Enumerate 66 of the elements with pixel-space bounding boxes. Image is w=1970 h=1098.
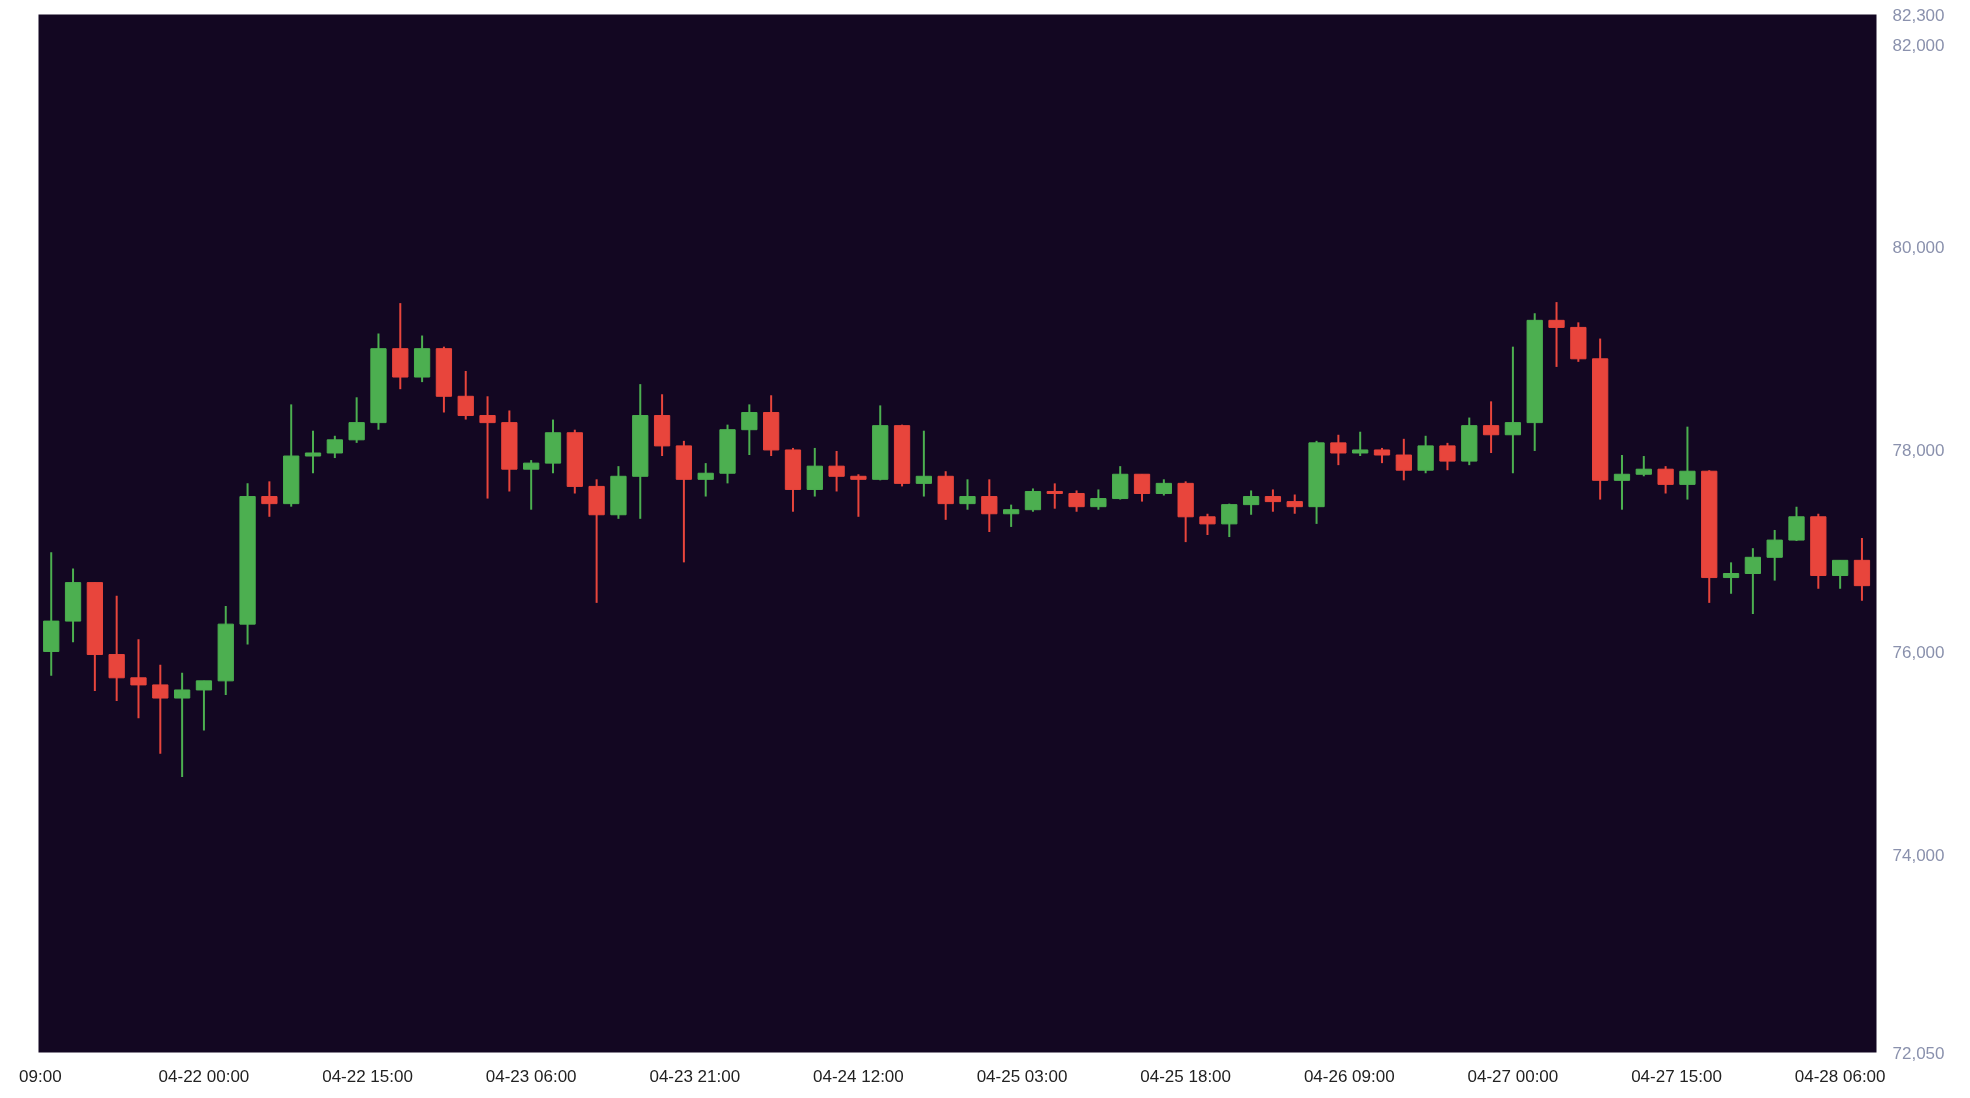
- candlestick: [1133, 473, 1151, 503]
- candlestick: [981, 478, 998, 533]
- y-tick-label: 82,000: [1892, 35, 1945, 55]
- x-tick-label: 04-28 06:00: [1794, 1066, 1886, 1086]
- candlestick: [1613, 454, 1631, 511]
- y-tick-label: 78,000: [1892, 440, 1945, 460]
- candlestick: [1766, 528, 1783, 582]
- y-tick-label: 74,000: [1892, 846, 1945, 866]
- candlestick: [741, 403, 758, 457]
- candlestick: [1242, 489, 1260, 516]
- candlestick: [108, 594, 125, 703]
- candlestick: [173, 671, 191, 779]
- candlestick: [152, 663, 169, 755]
- candlestick: [1024, 487, 1042, 513]
- x-tick-label: 04-22 00:00: [158, 1066, 250, 1086]
- candlestick: [959, 478, 976, 511]
- candlestick: [697, 462, 714, 498]
- candlestick: [1221, 502, 1238, 539]
- candlestick: [523, 459, 540, 511]
- x-tick-label: 04-26 09:00: [1303, 1066, 1395, 1086]
- y-tick-label: 80,000: [1892, 238, 1945, 258]
- candlestick: [1679, 425, 1696, 501]
- candlestick: [1832, 559, 1849, 590]
- candlestick: [1046, 482, 1063, 510]
- candlestick: [1264, 488, 1282, 513]
- x-tick-label: 04-22 15:00: [322, 1066, 413, 1086]
- candlestick: [1395, 437, 1412, 482]
- candlestick: [195, 679, 213, 732]
- y-tick-label: 82,300: [1892, 5, 1945, 25]
- y-tick-label: 72,050: [1892, 1043, 1945, 1063]
- candlestick: [1504, 345, 1522, 475]
- candlestick: [1788, 505, 1805, 543]
- candlestick: [348, 396, 365, 444]
- candlestick: [1635, 455, 1652, 478]
- candlestick: [1286, 493, 1303, 515]
- x-tick-label: 04-25 03:00: [976, 1066, 1068, 1086]
- x-tick-label: 04-27 15:00: [1631, 1066, 1722, 1086]
- candlestick: [828, 449, 845, 493]
- candlestick: [261, 480, 278, 518]
- candlestick: [1003, 503, 1020, 528]
- candlestick: [479, 395, 496, 500]
- candlestick: [1068, 489, 1085, 513]
- candlestick: [1330, 433, 1347, 467]
- x-tick-label: 04-24 12:00: [813, 1066, 904, 1086]
- candlestick: [1482, 400, 1500, 454]
- candlestick: [850, 473, 867, 518]
- candlestick: [304, 429, 322, 475]
- candlestick: [806, 446, 823, 498]
- x-tick-label: 04-23 21:00: [649, 1066, 741, 1086]
- candlestick: [1744, 547, 1762, 616]
- x-tick-label: 04-25 18:00: [1140, 1066, 1232, 1086]
- candlestick: [1352, 430, 1369, 458]
- candlestick: [1722, 561, 1740, 595]
- y-tick-label: 76,000: [1892, 643, 1945, 663]
- candlestick: [1199, 512, 1216, 537]
- candlestick: [1439, 441, 1456, 472]
- candlestick: [457, 369, 474, 421]
- candlestick: [1548, 301, 1565, 368]
- x-tick-label: 09:00: [19, 1066, 62, 1086]
- candlestick: [130, 638, 147, 720]
- candlestick: [1090, 488, 1107, 511]
- x-tick-label: 04-27 00:00: [1467, 1066, 1559, 1086]
- candlestick: [915, 429, 932, 498]
- candlestick: [326, 434, 343, 460]
- x-tick-label: 04-23 06:00: [485, 1066, 577, 1086]
- candlestick: [1657, 465, 1674, 495]
